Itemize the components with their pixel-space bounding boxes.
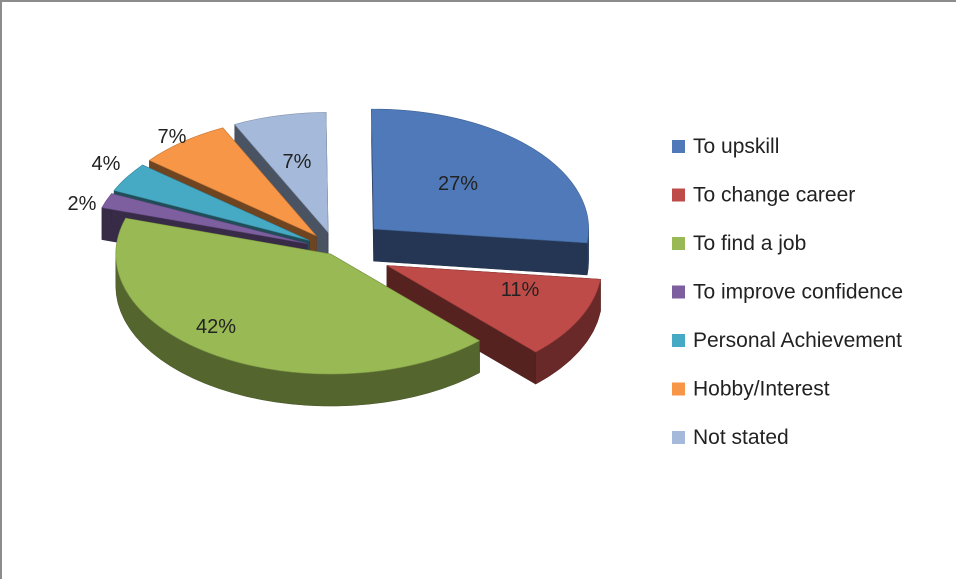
legend-swatch <box>672 334 685 347</box>
slice-top-face <box>148 127 317 237</box>
legend-item: Personal Achievement <box>672 329 902 352</box>
pie-slices <box>101 108 601 407</box>
slice-top-face <box>234 112 329 234</box>
slice-top-face <box>113 164 310 241</box>
legend-item: To change career <box>672 184 855 207</box>
data-label: 4% <box>92 153 121 175</box>
pie-slice-to-find-a-job <box>115 217 481 407</box>
legend: To upskill To change career To find a job T… <box>672 135 903 449</box>
slice-top-face <box>115 217 481 375</box>
slice-top-face <box>101 193 308 244</box>
data-labels: 27% 11% 42% 2% 4% 7% 7% <box>68 126 540 338</box>
slice-top-face <box>371 108 589 244</box>
legend-swatch <box>672 382 685 396</box>
legend-swatch <box>672 237 685 250</box>
data-label: 7% <box>283 151 312 173</box>
legend-swatch <box>672 431 685 444</box>
legend-label: To improve confidence <box>693 281 903 304</box>
legend-label: Not stated <box>693 426 789 449</box>
pie-slice-to-change-career <box>386 265 601 385</box>
data-label: 11% <box>501 279 540 301</box>
legend-label: Hobby/Interest <box>693 378 830 401</box>
legend-swatch <box>672 140 685 153</box>
legend-item: To upskill <box>672 135 779 158</box>
legend-label: To upskill <box>693 135 779 158</box>
data-label: 7% <box>158 126 187 148</box>
data-label: 27% <box>438 173 478 195</box>
pie-slice-to-upskill <box>371 108 589 276</box>
legend-label: To find a job <box>693 232 806 255</box>
legend-label: To change career <box>693 184 855 207</box>
legend-item: Not stated <box>672 426 789 449</box>
legend-item: Hobby/Interest <box>672 378 830 401</box>
legend-item: To improve confidence <box>672 281 903 304</box>
data-label: 2% <box>68 193 97 215</box>
data-label: 42% <box>196 316 236 338</box>
legend-item: To find a job <box>672 232 806 255</box>
legend-label: Personal Achievement <box>693 329 902 352</box>
slice-top-face <box>386 265 601 353</box>
legend-swatch <box>672 285 685 299</box>
legend-swatch <box>672 188 685 202</box>
